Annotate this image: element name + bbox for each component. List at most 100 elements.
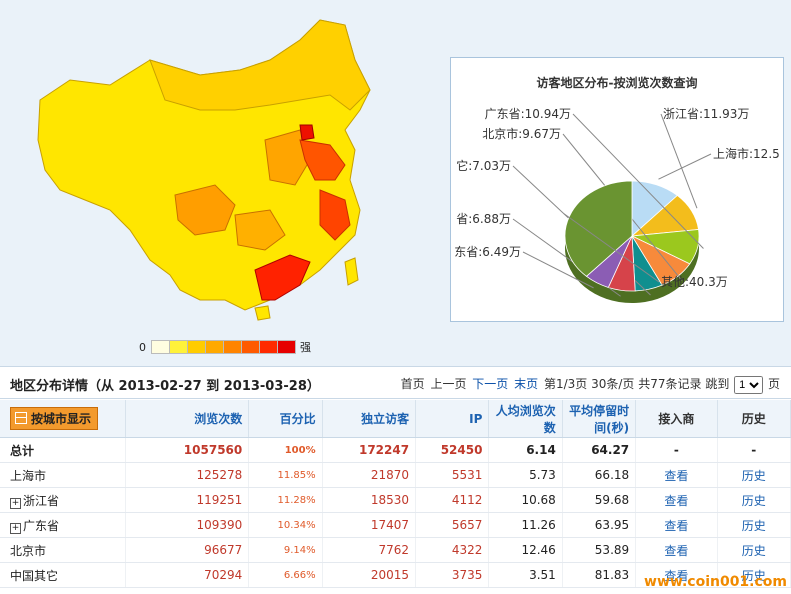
pager-info: 第1/3页 30条/页 共77条记录 跳到 — [543, 377, 730, 391]
legend-swatch — [223, 340, 242, 354]
history-link-text: 历史 — [741, 543, 766, 558]
pager-last[interactable]: 末页 — [514, 377, 539, 391]
region-name-text: 上海市 — [10, 468, 47, 483]
pager-prev[interactable]: 上一页 — [430, 377, 467, 391]
history-link[interactable]: 历史 — [717, 537, 791, 563]
views: 119251 — [125, 487, 250, 513]
avg-views-text: 12.46 — [521, 543, 556, 557]
isp-link[interactable]: 查看 — [635, 512, 718, 538]
avg-views-text: 5.73 — [529, 468, 556, 482]
history-link-text: 历史 — [741, 518, 766, 533]
avg-stay: 59.68 — [562, 487, 637, 513]
total-history: - — [717, 437, 791, 463]
pie-label: 省:6.88万 — [456, 212, 511, 226]
isp-link[interactable]: 查看 — [635, 462, 718, 488]
isp-link[interactable]: 查看 — [635, 562, 718, 588]
col-ip[interactable]: IP — [415, 400, 490, 438]
isp-link-text: 查看 — [664, 543, 689, 558]
pie-slice[interactable] — [564, 180, 633, 277]
pie-title: 访客地区分布-按浏览次数查询 — [536, 76, 698, 90]
col-pct[interactable]: 百分比 — [248, 400, 323, 438]
pie-label: 广东省:10.94万 — [485, 107, 571, 121]
isp-link-text: 查看 — [664, 568, 689, 583]
overview-panel: 访客地区分布-按浏览次数查询 上海市:12.5 浙江省:11.93万 广东省:10.… — [0, 0, 791, 367]
avg-views-text: 10.68 — [521, 493, 556, 507]
pager-next[interactable]: 下一页 — [472, 377, 509, 391]
visitors: 7762 — [322, 537, 417, 563]
avg-views: 3.51 — [488, 562, 563, 588]
col-avg-views[interactable]: 人均浏览次数 — [488, 400, 563, 438]
legend-max-label: 强 — [300, 341, 311, 354]
avg-views: 10.68 — [488, 487, 563, 513]
avg-stay: 53.89 — [562, 537, 637, 563]
visitors: 21870 — [322, 462, 417, 488]
total-ip: 52450 — [415, 437, 490, 463]
table-row: + 浙江省 119251 11.28% 18530 4112 10.68 59.68 查看 历史 — [0, 487, 791, 513]
pie-leader-line — [658, 153, 712, 180]
history-link[interactable]: 历史 — [717, 462, 791, 488]
legend-swatch — [241, 340, 260, 354]
col-visitors[interactable]: 独立访客 — [322, 400, 417, 438]
pie-leader-line — [522, 251, 594, 289]
history-link[interactable]: 历史 — [717, 512, 791, 538]
ip: 5657 — [415, 512, 490, 538]
city-view-button[interactable]: 按城市显示 — [10, 407, 99, 430]
total-avg-stay: 64.27 — [562, 437, 637, 463]
isp-link-text: 查看 — [664, 518, 689, 533]
legend-swatch — [151, 340, 170, 354]
total-visitors: 172247 — [322, 437, 417, 463]
watermark: www.coin001.com — [644, 574, 787, 590]
pct: 6.66% — [248, 562, 323, 588]
avg-views: 11.26 — [488, 512, 563, 538]
legend-swatch — [259, 340, 278, 354]
views-text: 125278 — [196, 468, 243, 482]
isp-link[interactable]: 查看 — [635, 537, 718, 563]
avg-stay-text: 66.18 — [594, 468, 630, 482]
region-name: 北京市 — [0, 537, 126, 563]
history-link-text: 历史 — [741, 468, 766, 483]
visitors-text: 17407 — [370, 518, 410, 532]
page-select[interactable]: 1 — [734, 375, 764, 394]
col-history: 历史 — [717, 400, 791, 438]
pct-text: 11.85% — [277, 469, 316, 481]
isp-link[interactable]: 查看 — [635, 487, 718, 513]
views-text: 96677 — [204, 543, 243, 557]
region-name: + 浙江省 — [0, 487, 126, 513]
avg-views-text: 3.51 — [529, 568, 556, 582]
history-link[interactable]: 历史 — [717, 487, 791, 513]
pager-first[interactable]: 首页 — [400, 377, 425, 391]
region-name: + 广东省 — [0, 512, 126, 538]
col-views[interactable]: 浏览次数 — [125, 400, 250, 438]
pct-text: 10.34% — [277, 519, 316, 531]
views-text: 70294 — [204, 568, 243, 582]
views: 70294 — [125, 562, 250, 588]
avg-views: 12.46 — [488, 537, 563, 563]
pie-chart-panel: 访客地区分布-按浏览次数查询 上海市:12.5 浙江省:11.93万 广东省:10.… — [450, 57, 784, 322]
views: 109390 — [125, 512, 250, 538]
expand-icon[interactable]: + — [10, 522, 21, 534]
col-avg-stay[interactable]: 平均停留时间(秒) — [562, 400, 637, 438]
expand-icon[interactable]: + — [10, 497, 21, 509]
legend-swatch — [205, 340, 224, 354]
grid-icon — [15, 412, 27, 424]
legend-swatches — [151, 340, 296, 354]
pager-suffix: 页 — [767, 377, 780, 391]
pct: 9.14% — [248, 537, 323, 563]
legend-min-label: 0 — [139, 340, 146, 354]
ip-text: 4322 — [451, 543, 483, 557]
history-link[interactable]: 历史 — [717, 562, 791, 588]
avg-views: 5.73 — [488, 462, 563, 488]
visitors-text: 20015 — [370, 568, 410, 582]
visitors-text: 21870 — [370, 468, 410, 482]
ip: 3735 — [415, 562, 490, 588]
visitors: 18530 — [322, 487, 417, 513]
region-name: 中国其它 — [0, 562, 126, 588]
isp-link-text: 查看 — [664, 468, 689, 483]
visitors-text: 7762 — [378, 543, 410, 557]
ip: 5531 — [415, 462, 490, 488]
ip-text: 5657 — [451, 518, 483, 532]
total-label: 总计 — [0, 437, 126, 463]
china-map[interactable] — [0, 0, 460, 366]
total-views: 1057560 — [125, 437, 250, 463]
